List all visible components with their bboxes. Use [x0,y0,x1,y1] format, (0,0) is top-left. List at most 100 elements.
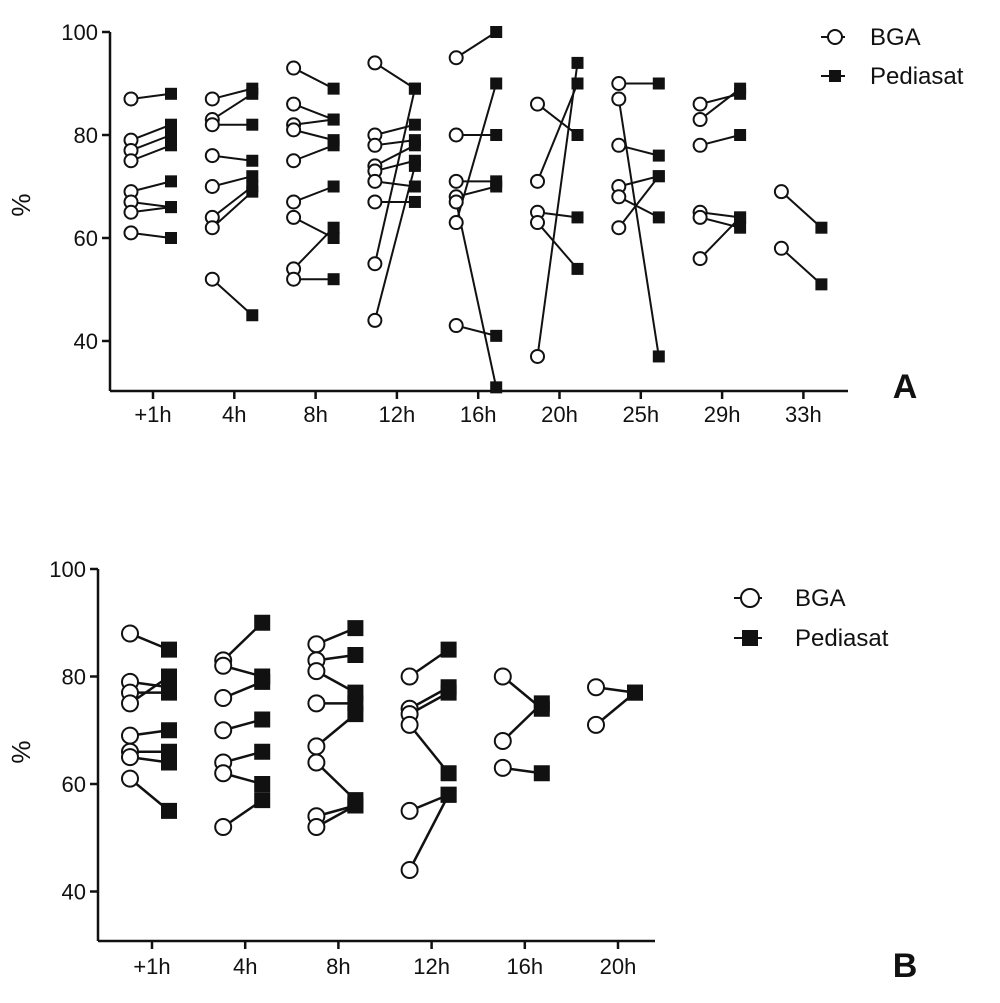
bga-point [123,153,139,169]
pediasat-point [327,180,340,193]
pediasat-point [571,77,584,90]
bga-point [448,318,464,334]
y-tick-label: 100 [49,557,86,582]
y-tick-label: 100 [61,20,98,45]
pediasat-point [734,221,747,234]
bga-point [121,726,139,745]
pediasat-point [246,87,259,100]
pediasat-point [440,641,457,658]
bga-point [530,96,545,112]
pediasat-point [347,620,364,637]
pediasat-point [571,129,584,141]
legend-label: Pediasat [795,625,889,652]
bga-point [307,737,326,756]
pediasat-point [652,149,665,162]
bga-point [204,271,220,287]
pediasat-point [571,56,584,69]
pediasat-point [815,221,828,234]
pediasat-point [327,221,340,234]
y-tick-label: 60 [74,226,98,251]
pair-connector [455,31,497,59]
x-tick-label: 8h [326,954,350,979]
bga-point [367,173,383,189]
bga-point [448,127,464,143]
pair-connector [780,190,823,229]
pediasat-point [246,118,259,131]
pediasat-point [533,695,550,712]
legend-label: Pediasat [870,63,964,90]
pair-connector [211,185,253,219]
pediasat-point [161,668,177,685]
y-tick-label: 80 [62,665,86,690]
bga-point [773,184,789,200]
legend-square-icon [742,630,758,646]
bga-point [448,215,464,231]
bga-point [587,678,605,697]
bga-point [367,256,383,272]
legend-circle-icon [827,29,843,45]
pair-connector [408,724,450,775]
bga-point [307,818,326,836]
pair-connector [455,201,498,388]
bga-point [121,694,139,713]
bga-point [204,148,220,164]
bga-point [448,194,464,210]
pediasat-point [652,350,665,363]
bga-point [692,251,708,267]
pediasat-point [440,684,457,701]
pediasat-point [815,278,828,291]
x-tick-label: 12h [379,402,416,427]
bga-point [123,204,139,220]
pair-connector [373,88,416,264]
bga-point [214,689,233,707]
bga-point [214,721,233,740]
bga-point [530,215,545,231]
bga-point [121,624,139,643]
pediasat-point [571,211,584,224]
bga-point [692,96,708,112]
y-tick-label: 60 [62,772,86,797]
bga-point [611,76,627,91]
pediasat-point [347,797,364,814]
bga-point [692,209,708,225]
pediasat-point [327,273,340,286]
pediasat-point [347,647,364,663]
pair-connector [211,190,253,229]
x-tick-label: +1h [134,402,171,427]
panel-letter: B [893,947,918,985]
bga-point [123,91,139,107]
x-tick-label: 16h [506,954,543,979]
legend-label: BGA [795,585,846,612]
y-axis-label: % [6,193,36,216]
bga-point [611,137,627,153]
pediasat-point [571,262,584,275]
bga-point [493,758,512,777]
bga-point [204,179,220,194]
chart-panel-b: 40 60 80 100% +1h 4h 8h 12h 16h 20h BGA Pediasat B [6,557,917,985]
pair-connector [536,221,579,270]
pair-connector [211,278,253,316]
x-tick-label: 4h [233,954,257,979]
pediasat-point [165,118,177,131]
bga-point [121,748,139,767]
pediasat-point [490,26,503,38]
x-tick-label: 20h [541,402,578,427]
pair-connector [699,216,741,260]
chart-panel-a: 40 60 80 100% +1h 4h 8h 12h 16h 20h 25h 29h 33h BGA Pe… [6,20,964,427]
pair-connector [699,87,741,121]
bga-point [204,91,220,107]
y-axis-label: % [6,740,36,763]
bga-point [530,173,545,189]
pair-connector [536,83,579,182]
pediasat-point [327,113,340,126]
pediasat-point [652,77,665,90]
bga-point [773,240,789,256]
y-tick-label: 40 [62,880,86,905]
legend-square-icon [829,70,841,82]
pediasat-point [165,139,177,152]
bga-point [286,153,302,169]
pair-connector [373,165,416,321]
pediasat-point [254,776,271,792]
pediasat-point [408,118,421,131]
